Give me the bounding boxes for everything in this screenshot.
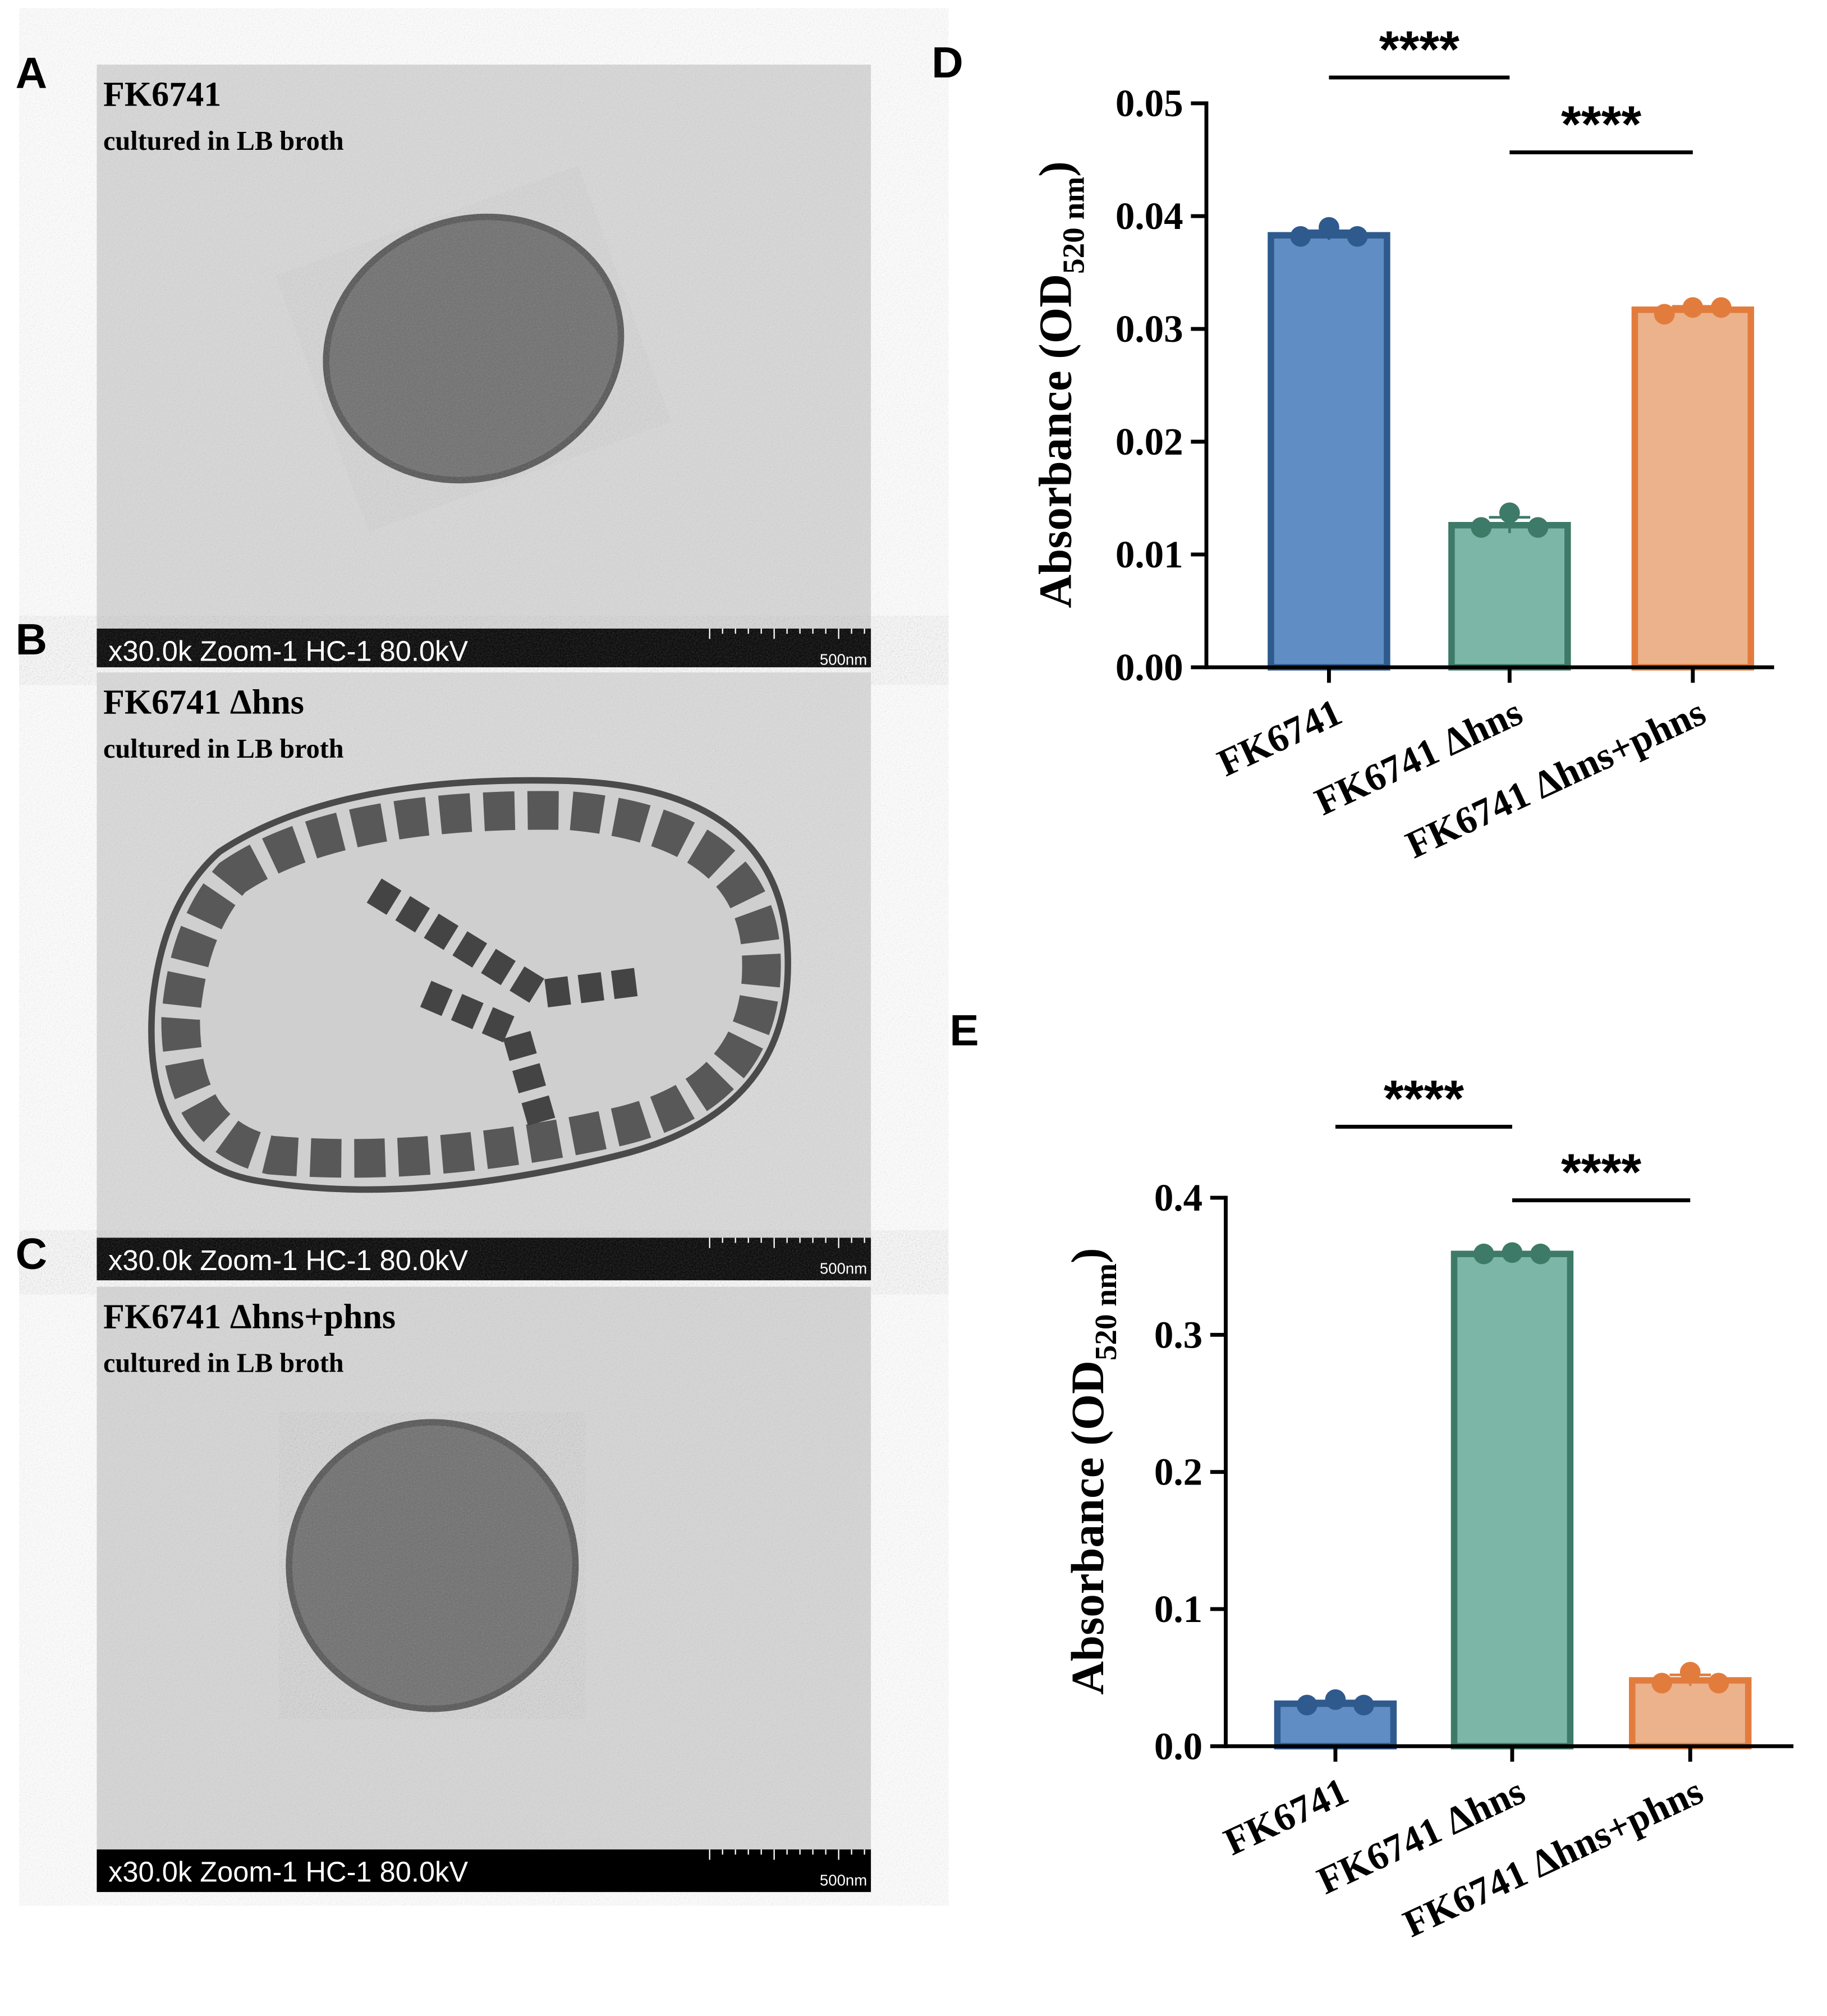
- x-tick-label: FK6741: [1218, 1770, 1355, 1864]
- micrograph-subtitle: cultured in LB broth: [103, 1348, 344, 1378]
- y-axis-label-subscript: 520 nm: [1057, 177, 1091, 274]
- y-tick-label: 0.03: [1116, 308, 1183, 350]
- y-axis-label-subscript: 520 nm: [1089, 1263, 1123, 1360]
- scale-bar-label: 500nm: [820, 650, 867, 668]
- data-point: [1682, 297, 1704, 318]
- scale-text: x30.0k Zoom-1 HC-1 80.0kV: [108, 635, 468, 667]
- bar: [1450, 1250, 1574, 1750]
- y-tick-label: 0.01: [1116, 533, 1183, 576]
- significance-label: ****: [1561, 1144, 1641, 1201]
- data-point: [1711, 297, 1732, 318]
- panel-letter: B: [16, 615, 47, 664]
- data-point: [1473, 1243, 1494, 1264]
- y-tick-label: 0.0: [1154, 1725, 1202, 1767]
- scale-bar-label: 500nm: [820, 1260, 867, 1277]
- significance-label: ****: [1379, 21, 1459, 79]
- y-tick-label: 0.4: [1154, 1176, 1202, 1219]
- scale-text: x30.0k Zoom-1 HC-1 80.0kV: [108, 1244, 468, 1276]
- data-point: [1471, 517, 1492, 538]
- scale-text: x30.0k Zoom-1 HC-1 80.0kV: [108, 1856, 468, 1888]
- panel-letter: A: [16, 48, 47, 98]
- y-axis-label-text: Absorbance (OD: [1030, 274, 1081, 608]
- micrograph-b: [97, 672, 871, 1281]
- micrograph-subtitle: cultured in LB broth: [103, 126, 344, 156]
- y-axis-label: Absorbance (OD520 nm): [1062, 1248, 1123, 1694]
- data-point: [1499, 502, 1520, 524]
- micrograph-title: FK6741 Δhns: [103, 684, 304, 722]
- micrograph-title: FK6741 Δhns+phns: [103, 1298, 396, 1336]
- x-tick-label: FK6741 Δhns+phns: [1397, 1770, 1709, 1946]
- data-point: [1502, 1242, 1523, 1263]
- bar: [1268, 232, 1390, 671]
- y-tick-label: 0.3: [1154, 1313, 1202, 1356]
- significance-label: ****: [1561, 96, 1641, 153]
- bar: [1629, 1677, 1752, 1750]
- y-tick-label: 0.2: [1154, 1451, 1202, 1493]
- x-tick-label: FK6741 Δhns+phns: [1399, 690, 1712, 867]
- panel-letter: D: [931, 38, 963, 87]
- y-axis-label-end: ): [1030, 161, 1081, 177]
- data-point: [1290, 226, 1311, 247]
- y-axis-label-text: Absorbance (OD: [1062, 1360, 1113, 1694]
- data-point: [1353, 1694, 1374, 1716]
- y-axis-label: Absorbance (OD520 nm): [1030, 161, 1091, 608]
- panel-letter: C: [16, 1229, 47, 1278]
- data-point: [1651, 1673, 1673, 1694]
- y-tick-label: 0.02: [1116, 420, 1183, 463]
- data-point: [1654, 304, 1675, 325]
- data-point: [1296, 1694, 1318, 1716]
- data-point: [1679, 1661, 1701, 1683]
- data-point: [1347, 226, 1368, 247]
- micrograph-a: [97, 65, 871, 667]
- data-point: [1325, 1689, 1346, 1710]
- scale-bar-label: 500nm: [820, 1872, 867, 1889]
- bar: [1448, 521, 1571, 671]
- significance-label: ****: [1384, 1070, 1464, 1128]
- y-tick-label: 0.00: [1116, 646, 1183, 689]
- panel-letter: E: [949, 1006, 979, 1055]
- x-tick-label: FK6741: [1211, 690, 1348, 785]
- bar: [1631, 306, 1755, 671]
- y-tick-label: 0.05: [1116, 82, 1183, 125]
- micrograph-title: FK6741: [103, 76, 221, 114]
- micrograph-c: [97, 1286, 871, 1893]
- data-point: [1530, 1243, 1551, 1264]
- y-tick-label: 0.1: [1154, 1588, 1202, 1630]
- data-point: [1527, 517, 1549, 538]
- data-point: [1708, 1673, 1729, 1694]
- y-axis-label-end: ): [1062, 1248, 1113, 1263]
- y-tick-label: 0.04: [1116, 195, 1183, 237]
- data-point: [1319, 217, 1339, 238]
- micrograph-subtitle: cultured in LB broth: [103, 734, 344, 764]
- bar: [1274, 1700, 1397, 1750]
